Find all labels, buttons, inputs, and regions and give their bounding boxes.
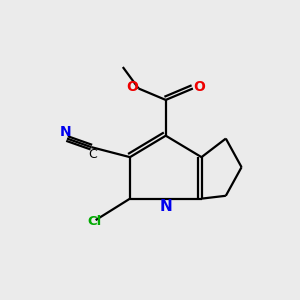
Text: C: C	[88, 148, 97, 161]
Text: O: O	[126, 80, 138, 94]
Text: Cl: Cl	[87, 215, 101, 228]
Text: N: N	[159, 199, 172, 214]
Text: O: O	[193, 80, 205, 94]
Text: N: N	[60, 125, 71, 139]
